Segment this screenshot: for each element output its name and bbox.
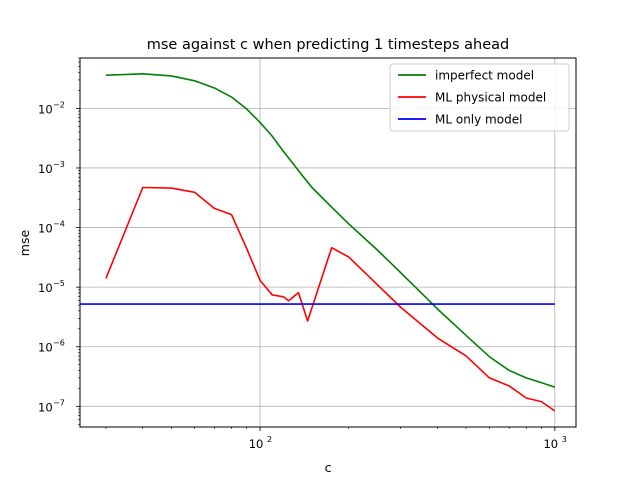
grid-layer [80, 58, 576, 427]
y-tick-label: 10 [38, 341, 53, 355]
y-tick-exponent: −3 [53, 160, 65, 169]
legend-box [389, 63, 570, 132]
x-tick-label: 10 [249, 437, 264, 451]
series-line-0 [105, 73, 556, 388]
series-line-1 [105, 186, 556, 412]
y-tick-exponent: −6 [53, 339, 65, 348]
chart-title: mse against c when predicting 1 timestep… [147, 37, 510, 53]
y-tick-label: 10 [38, 400, 53, 414]
legend-label-0: imperfect model [435, 69, 534, 83]
legend-label-2: ML only model [435, 113, 522, 127]
x-tick-exponent: 2 [267, 435, 272, 444]
series-layer [80, 73, 556, 412]
y-axis-label: mse [17, 230, 32, 257]
y-tick-exponent: −7 [53, 398, 65, 407]
y-tick-label: 10 [38, 162, 53, 176]
y-tick-label: 10 [38, 281, 53, 295]
y-tick-label: 10 [38, 102, 53, 116]
x-tick-exponent: 3 [562, 435, 567, 444]
x-tick-label: 10 [543, 437, 558, 451]
ticks-layer: 10 2 10 310 −710 −610 −510 −410 −310 −2 [38, 57, 567, 451]
legend-label-1: ML physical model [435, 91, 546, 105]
axes-frame [79, 57, 577, 428]
y-tick-exponent: −5 [53, 279, 65, 288]
legend: imperfect model ML physical model ML only … [389, 63, 570, 132]
y-tick-exponent: −2 [53, 100, 65, 109]
y-tick-label: 10 [38, 222, 53, 236]
x-axis-label: c [325, 460, 332, 475]
y-tick-exponent: −4 [53, 220, 65, 229]
